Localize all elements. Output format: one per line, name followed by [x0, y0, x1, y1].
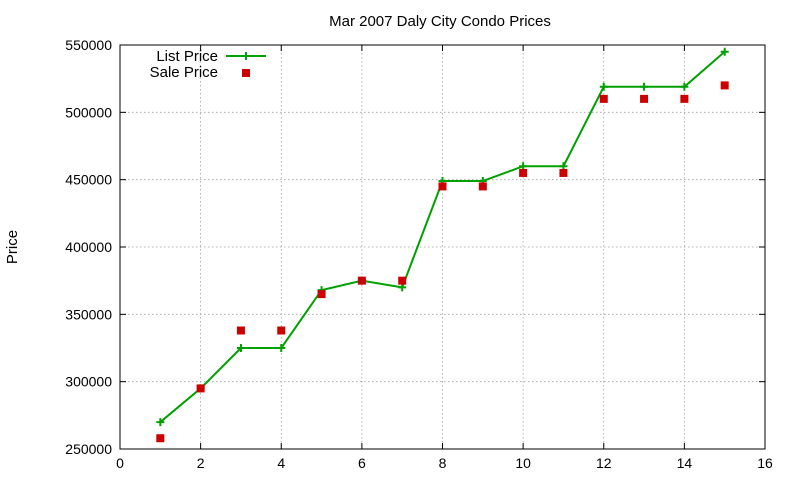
- sale-price-point: [559, 168, 568, 177]
- series: [156, 47, 729, 443]
- y-tick-label: 550000: [65, 37, 112, 53]
- x-tick-label: 10: [515, 455, 531, 471]
- sale-price-point: [357, 276, 366, 285]
- legend-label-sale-price: Sale Price: [150, 64, 218, 81]
- list-price-point: [277, 344, 286, 352]
- list-price-point: [640, 82, 649, 91]
- y-tick-label: 300000: [65, 374, 112, 390]
- list-price-point: [559, 162, 568, 171]
- list-price-point: [599, 82, 608, 91]
- sale-price-point: [519, 168, 528, 177]
- sale-price-point: [317, 290, 326, 299]
- sale-price-point: [196, 384, 205, 393]
- sale-price-point: [156, 434, 165, 443]
- y-tick-label: 250000: [65, 441, 112, 457]
- sale-price-point: [398, 276, 407, 285]
- x-tick-label: 14: [677, 455, 693, 471]
- x-tick-label: 12: [596, 455, 612, 471]
- list-price-line: [159, 50, 726, 423]
- y-tick-label: 500000: [65, 104, 112, 120]
- legend-label-list-price: List Price: [156, 48, 218, 65]
- sale-price-point: [599, 94, 608, 103]
- list-price-point: [156, 418, 165, 427]
- legend-marker-list-price: [242, 52, 250, 60]
- sale-price-point: [236, 326, 245, 335]
- sale-price-point: [680, 94, 689, 103]
- grid: [120, 45, 765, 449]
- x-tick-label: 6: [358, 455, 366, 471]
- list-price-point: [236, 344, 245, 352]
- sale-price-point: [478, 182, 487, 191]
- list-price-point: [720, 47, 729, 56]
- legend-marker-sale-price: [242, 69, 250, 77]
- y-tick-label: 400000: [65, 239, 112, 255]
- series-sale-price: [156, 81, 729, 443]
- list-price-point: [680, 82, 689, 91]
- x-tick-label: 16: [757, 455, 773, 471]
- x-tick-label: 4: [277, 455, 285, 471]
- y-tick-label: 350000: [65, 306, 112, 322]
- chart-title: Mar 2007 Daly City Condo Prices: [329, 13, 551, 30]
- x-tick-label: 0: [116, 455, 124, 471]
- sale-price-point: [438, 182, 447, 191]
- x-tick-label: 2: [197, 455, 205, 471]
- list-price-point: [519, 162, 528, 171]
- x-tick-label: 8: [439, 455, 447, 471]
- sale-price-point: [277, 326, 286, 335]
- axis-ticks: 0 2 4 6 8 10 12 14 16 250000 300000 350000 400000 450…: [65, 37, 773, 471]
- sale-price-point: [720, 81, 729, 90]
- y-tick-label: 450000: [65, 172, 112, 188]
- sale-price-point: [640, 94, 649, 103]
- y-axis-label: Price: [4, 230, 21, 264]
- list-price-point: [398, 283, 407, 292]
